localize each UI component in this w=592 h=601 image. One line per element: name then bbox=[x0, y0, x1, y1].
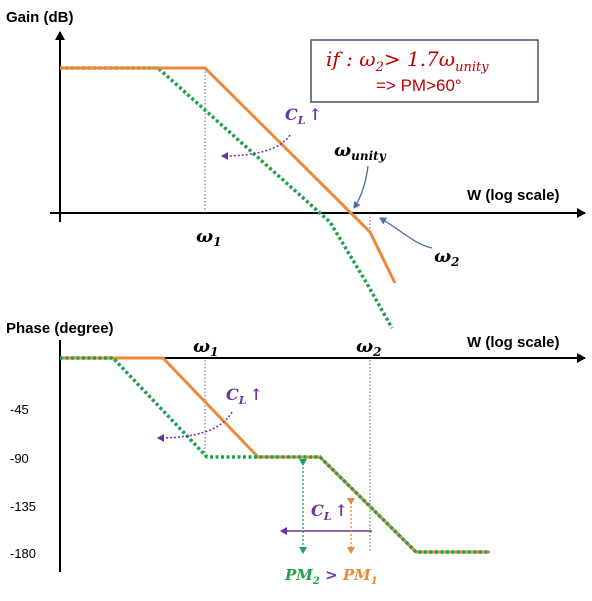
phase-cl-label-lower: CL ↑ bbox=[311, 501, 348, 523]
condition-box: if : ω2> 1.7ωunity => PM>60° bbox=[310, 39, 539, 103]
phase-tick-135: -135 bbox=[10, 499, 36, 514]
gain-curve-green bbox=[60, 66, 394, 329]
phase-cl-label-upper: CL ↑ bbox=[226, 385, 263, 407]
gain-omega-unity-label: ωunity bbox=[334, 140, 387, 163]
gain-y-axis-label: Gain (dB) bbox=[6, 9, 74, 26]
gain-omega2-label: ω2 bbox=[434, 246, 460, 269]
omega-unity-pointer bbox=[353, 165, 369, 209]
condition-line2: => PM>60° bbox=[376, 76, 462, 95]
phase-x-axis-label: W (log scale) bbox=[467, 334, 560, 351]
condition-line1: if : ω2> 1.7ωunity bbox=[326, 47, 489, 75]
gain-cl-shift-arrow bbox=[221, 134, 291, 160]
phase-y-axis-label: Phase (degree) bbox=[6, 320, 114, 337]
phase-plot: Phase (degree) W (log scale) -45 -90 -13… bbox=[6, 320, 586, 587]
phase-omega2-label: ω2 bbox=[356, 336, 382, 359]
gain-omega1-label: ω1 bbox=[196, 226, 222, 249]
phase-tick-180: -180 bbox=[10, 546, 36, 561]
omega2-pointer bbox=[379, 217, 433, 249]
gain-x-axis-label: W (log scale) bbox=[467, 187, 560, 204]
phase-tick-90: -90 bbox=[10, 451, 29, 466]
gain-curve-orange bbox=[60, 66, 397, 284]
gain-cl-label: CL ↑ bbox=[285, 105, 322, 127]
phase-curve-green bbox=[60, 356, 490, 554]
gain-plot: Gain (dB) W (log scale) ω1 ω2 ωunity CL ↑… bbox=[6, 9, 586, 329]
phase-tick-45: -45 bbox=[10, 402, 29, 417]
phase-curve-orange bbox=[60, 356, 490, 554]
phase-omega1-label: ω1 bbox=[193, 336, 219, 359]
pm-comparison-label: PM2 > PM1 bbox=[284, 566, 378, 587]
phase-cl-shift-arrow-upper bbox=[157, 411, 233, 442]
